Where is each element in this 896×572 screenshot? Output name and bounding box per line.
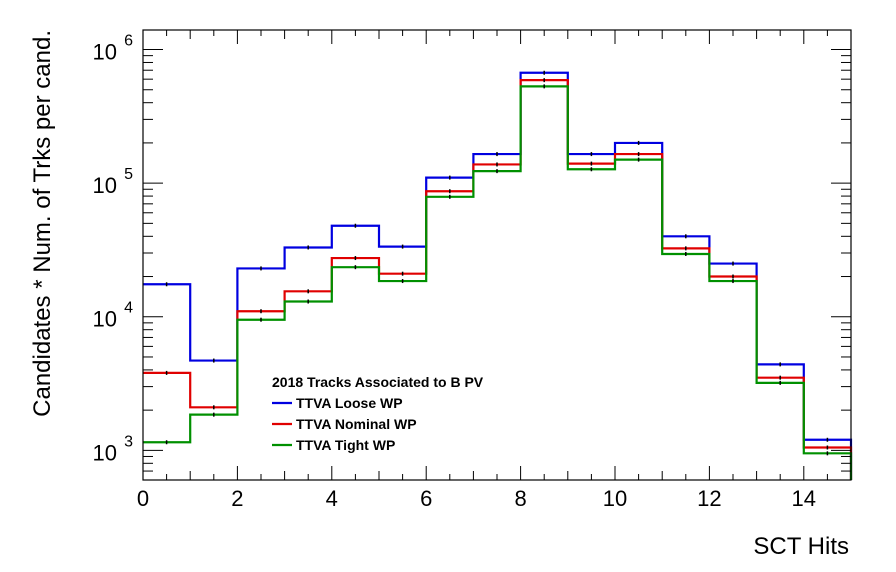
legend-title: 2018 Tracks Associated to B PV — [272, 374, 484, 390]
x-tick-label: 12 — [697, 486, 721, 511]
plot-frame — [142, 29, 852, 481]
y-tick-label: 10 — [93, 440, 117, 465]
y-tick-exponent: 5 — [124, 166, 133, 183]
y-tick-exponent: 3 — [124, 433, 133, 450]
x-tick-label: 4 — [326, 486, 338, 511]
series-line-3 — [143, 85, 853, 480]
y-tick-exponent: 4 — [124, 300, 133, 317]
legend: 2018 Tracks Associated to B PV TTVA Loos… — [272, 374, 484, 453]
y-tick-label: 10 — [93, 40, 117, 65]
legend-entry-2: TTVA Nominal WP — [296, 416, 417, 432]
x-tick-label: 10 — [603, 486, 627, 511]
legend-entry-3: TTVA Tight WP — [296, 437, 395, 453]
x-tick-label: 14 — [792, 486, 816, 511]
x-tick-label: 2 — [231, 486, 243, 511]
x-tick-label: 6 — [420, 486, 432, 511]
series-layer — [143, 70, 853, 480]
axes: 0 2 4 6 8 10 12 14 10 3 10 4 10 5 10 6 — [93, 30, 852, 511]
x-tick-label: 8 — [514, 486, 526, 511]
y-tick-exponent: 6 — [124, 33, 133, 50]
y-axis-title: Candidates * Num. of Trks per cand. — [29, 30, 56, 417]
y-tick-label: 10 — [93, 173, 117, 198]
y-tick-label: 10 — [93, 307, 117, 332]
x-tick-label: 0 — [137, 486, 149, 511]
x-axis-title: SCT Hits — [753, 533, 849, 560]
legend-entry-1: TTVA Loose WP — [296, 395, 403, 411]
